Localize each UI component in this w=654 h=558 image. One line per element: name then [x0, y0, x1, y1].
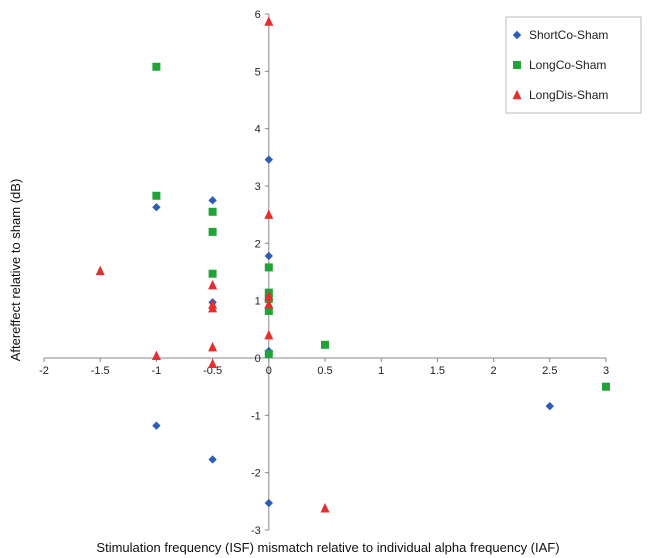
- x-axis-title: Stimulation frequency (ISF) mismatch rel…: [96, 540, 559, 555]
- x-tick-label: 2: [491, 365, 497, 377]
- point-longdis-sham: [264, 16, 274, 26]
- point-longco-sham: [264, 263, 273, 272]
- point-longdis-sham: [264, 290, 274, 301]
- x-tick-label: -0.5: [203, 365, 222, 377]
- point-longdis-sham: [208, 358, 218, 368]
- legend-marker-longco-sham: [513, 61, 521, 69]
- point-longdis-sham: [208, 341, 218, 352]
- y-tick-label: 2: [255, 238, 261, 250]
- y-axis-title: Aftereffect relative to sham (dB): [8, 179, 23, 362]
- legend-box: [505, 16, 642, 114]
- point-longdis-sham: [264, 209, 274, 219]
- data-points: [95, 16, 610, 513]
- point-longdis-sham: [95, 265, 105, 276]
- y-tick-label: 6: [255, 9, 261, 21]
- point-longco-sham: [264, 306, 273, 315]
- y-tick-label: -1: [251, 410, 261, 422]
- point-longdis-sham: [208, 302, 218, 313]
- point-shortco-sham: [264, 498, 273, 508]
- x-tick-label: 1.5: [430, 365, 445, 377]
- legend-label-longco-sham: LongCo-Sham: [529, 58, 606, 72]
- y-tick-label: 4: [255, 124, 261, 136]
- y-tick-label: -3: [251, 525, 261, 537]
- tick-labels: -2 -1.5 -1 -0.5 0 0.5 1 1.5 2 2.5 3 -3 -2 -1 0 1 2 3 4 5 6: [39, 9, 609, 537]
- point-shortco-sham: [208, 196, 217, 205]
- point-longco-sham: [208, 227, 217, 236]
- y-tick-label: 5: [255, 66, 261, 78]
- point-shortco-sham: [264, 155, 273, 164]
- y-tick-label: -2: [251, 468, 261, 480]
- point-shortco-sham: [152, 421, 161, 430]
- point-longco-sham: [208, 269, 217, 278]
- point-longco-sham: [152, 62, 161, 71]
- x-tick-label: 0.5: [317, 365, 332, 377]
- legend-label-shortco-sham: ShortCo-Sham: [529, 28, 608, 42]
- point-shortco-sham: [208, 455, 217, 464]
- x-tick-label: -1: [152, 365, 162, 377]
- legend-marker-longdis-sham: [512, 89, 522, 100]
- y-tick-label: 0: [255, 353, 261, 365]
- x-tick-label: -2: [39, 365, 49, 377]
- legend-label-longdis-sham: LongDis-Sham: [529, 88, 608, 102]
- x-tick-label: -1.5: [91, 365, 110, 377]
- point-longdis-sham: [264, 298, 274, 309]
- y-tick-label: 3: [255, 181, 261, 193]
- point-shortco-sham: [545, 401, 554, 411]
- point-longdis-sham: [264, 329, 274, 340]
- point-longco-sham: [208, 207, 217, 216]
- point-longco-sham: [602, 382, 610, 391]
- point-shortco-sham: [152, 203, 161, 212]
- legend-marker-shortco-sham: [512, 30, 522, 40]
- x-tick-label: 1: [378, 365, 384, 377]
- point-longdis-sham: [320, 502, 330, 513]
- point-longdis-sham: [151, 350, 161, 360]
- x-tick-label: 2.5: [542, 365, 557, 377]
- point-shortco-sham: [264, 251, 273, 261]
- x-tick-label: 0: [266, 365, 272, 377]
- legend: ShortCo-Sham LongCo-Sham LongDis-Sham: [505, 16, 642, 114]
- point-longco-sham: [321, 340, 329, 349]
- x-tick-label: 3: [603, 365, 609, 377]
- point-longco-sham: [152, 191, 161, 200]
- y-tick-label: 1: [255, 296, 261, 308]
- point-longdis-sham: [208, 279, 218, 290]
- point-longco-sham: [264, 349, 273, 358]
